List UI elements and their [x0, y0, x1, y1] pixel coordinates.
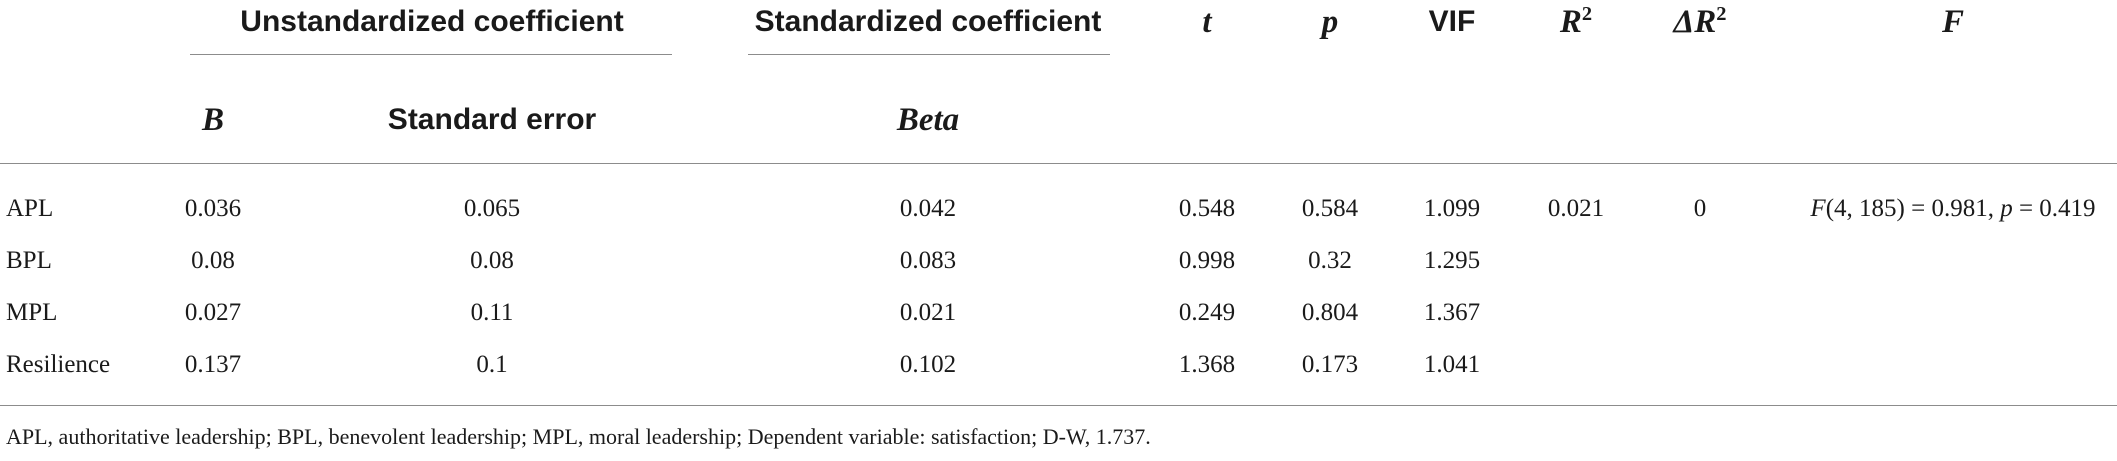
header-standardized-coefficient: Standardized coefficient	[754, 5, 1102, 38]
header-delta-r-squared: ΔR2	[1673, 3, 1727, 40]
cell-vif: 1.099	[1423, 195, 1481, 222]
cell-beta: 0.102	[899, 351, 957, 378]
row-label: BPL	[6, 247, 52, 274]
cell-beta: 0.042	[899, 195, 957, 222]
cell-f-statistic: F(4, 185) = 0.981, p = 0.419	[1810, 195, 2096, 222]
header-bottom-rule	[0, 163, 2117, 164]
header-unstandardized-coefficient: Unstandardized coefficient	[240, 5, 624, 38]
cell-t: 0.998	[1178, 247, 1236, 274]
cell-b: 0.137	[184, 351, 242, 378]
cell-p: 0.804	[1301, 299, 1359, 326]
cell-beta: 0.083	[899, 247, 957, 274]
cell-vif: 1.041	[1423, 351, 1481, 378]
cell-p: 0.173	[1301, 351, 1359, 378]
header-vif: VIF	[1428, 5, 1476, 38]
cell-b: 0.036	[184, 195, 242, 222]
standardized-group-underline	[748, 54, 1110, 55]
cell-standard-error: 0.1	[476, 351, 508, 378]
cell-t: 0.548	[1178, 195, 1236, 222]
cell-standard-error: 0.065	[463, 195, 521, 222]
row-label: MPL	[6, 299, 58, 326]
cell-b: 0.027	[184, 299, 242, 326]
cell-standard-error: 0.11	[470, 299, 514, 326]
cell-beta: 0.021	[899, 299, 957, 326]
cell-t: 0.249	[1178, 299, 1236, 326]
header-p: p	[1321, 4, 1339, 40]
cell-vif: 1.367	[1423, 299, 1481, 326]
table-footnote: APL, authoritative leadership; BPL, bene…	[6, 424, 1151, 449]
header-beta: Beta	[896, 102, 960, 138]
row-label: Resilience	[6, 351, 111, 378]
unstandardized-group-underline	[190, 54, 672, 55]
cell-standard-error: 0.08	[470, 247, 514, 274]
row-label: APL	[6, 195, 54, 222]
cell-p: 0.32	[1308, 247, 1352, 274]
header-f: F	[1941, 4, 1965, 40]
cell-delta-r-squared: 0	[1693, 195, 1707, 222]
cell-p: 0.584	[1301, 195, 1359, 222]
cell-vif: 1.295	[1423, 247, 1481, 274]
header-standard-error: Standard error	[387, 103, 597, 136]
header-r-squared: R2	[1559, 3, 1593, 40]
table-bottom-rule	[0, 405, 2117, 406]
cell-b: 0.08	[191, 247, 235, 274]
header-t: t	[1202, 4, 1212, 40]
cell-r-squared: 0.021	[1547, 195, 1605, 222]
cell-t: 1.368	[1178, 351, 1236, 378]
header-b: B	[201, 102, 225, 138]
